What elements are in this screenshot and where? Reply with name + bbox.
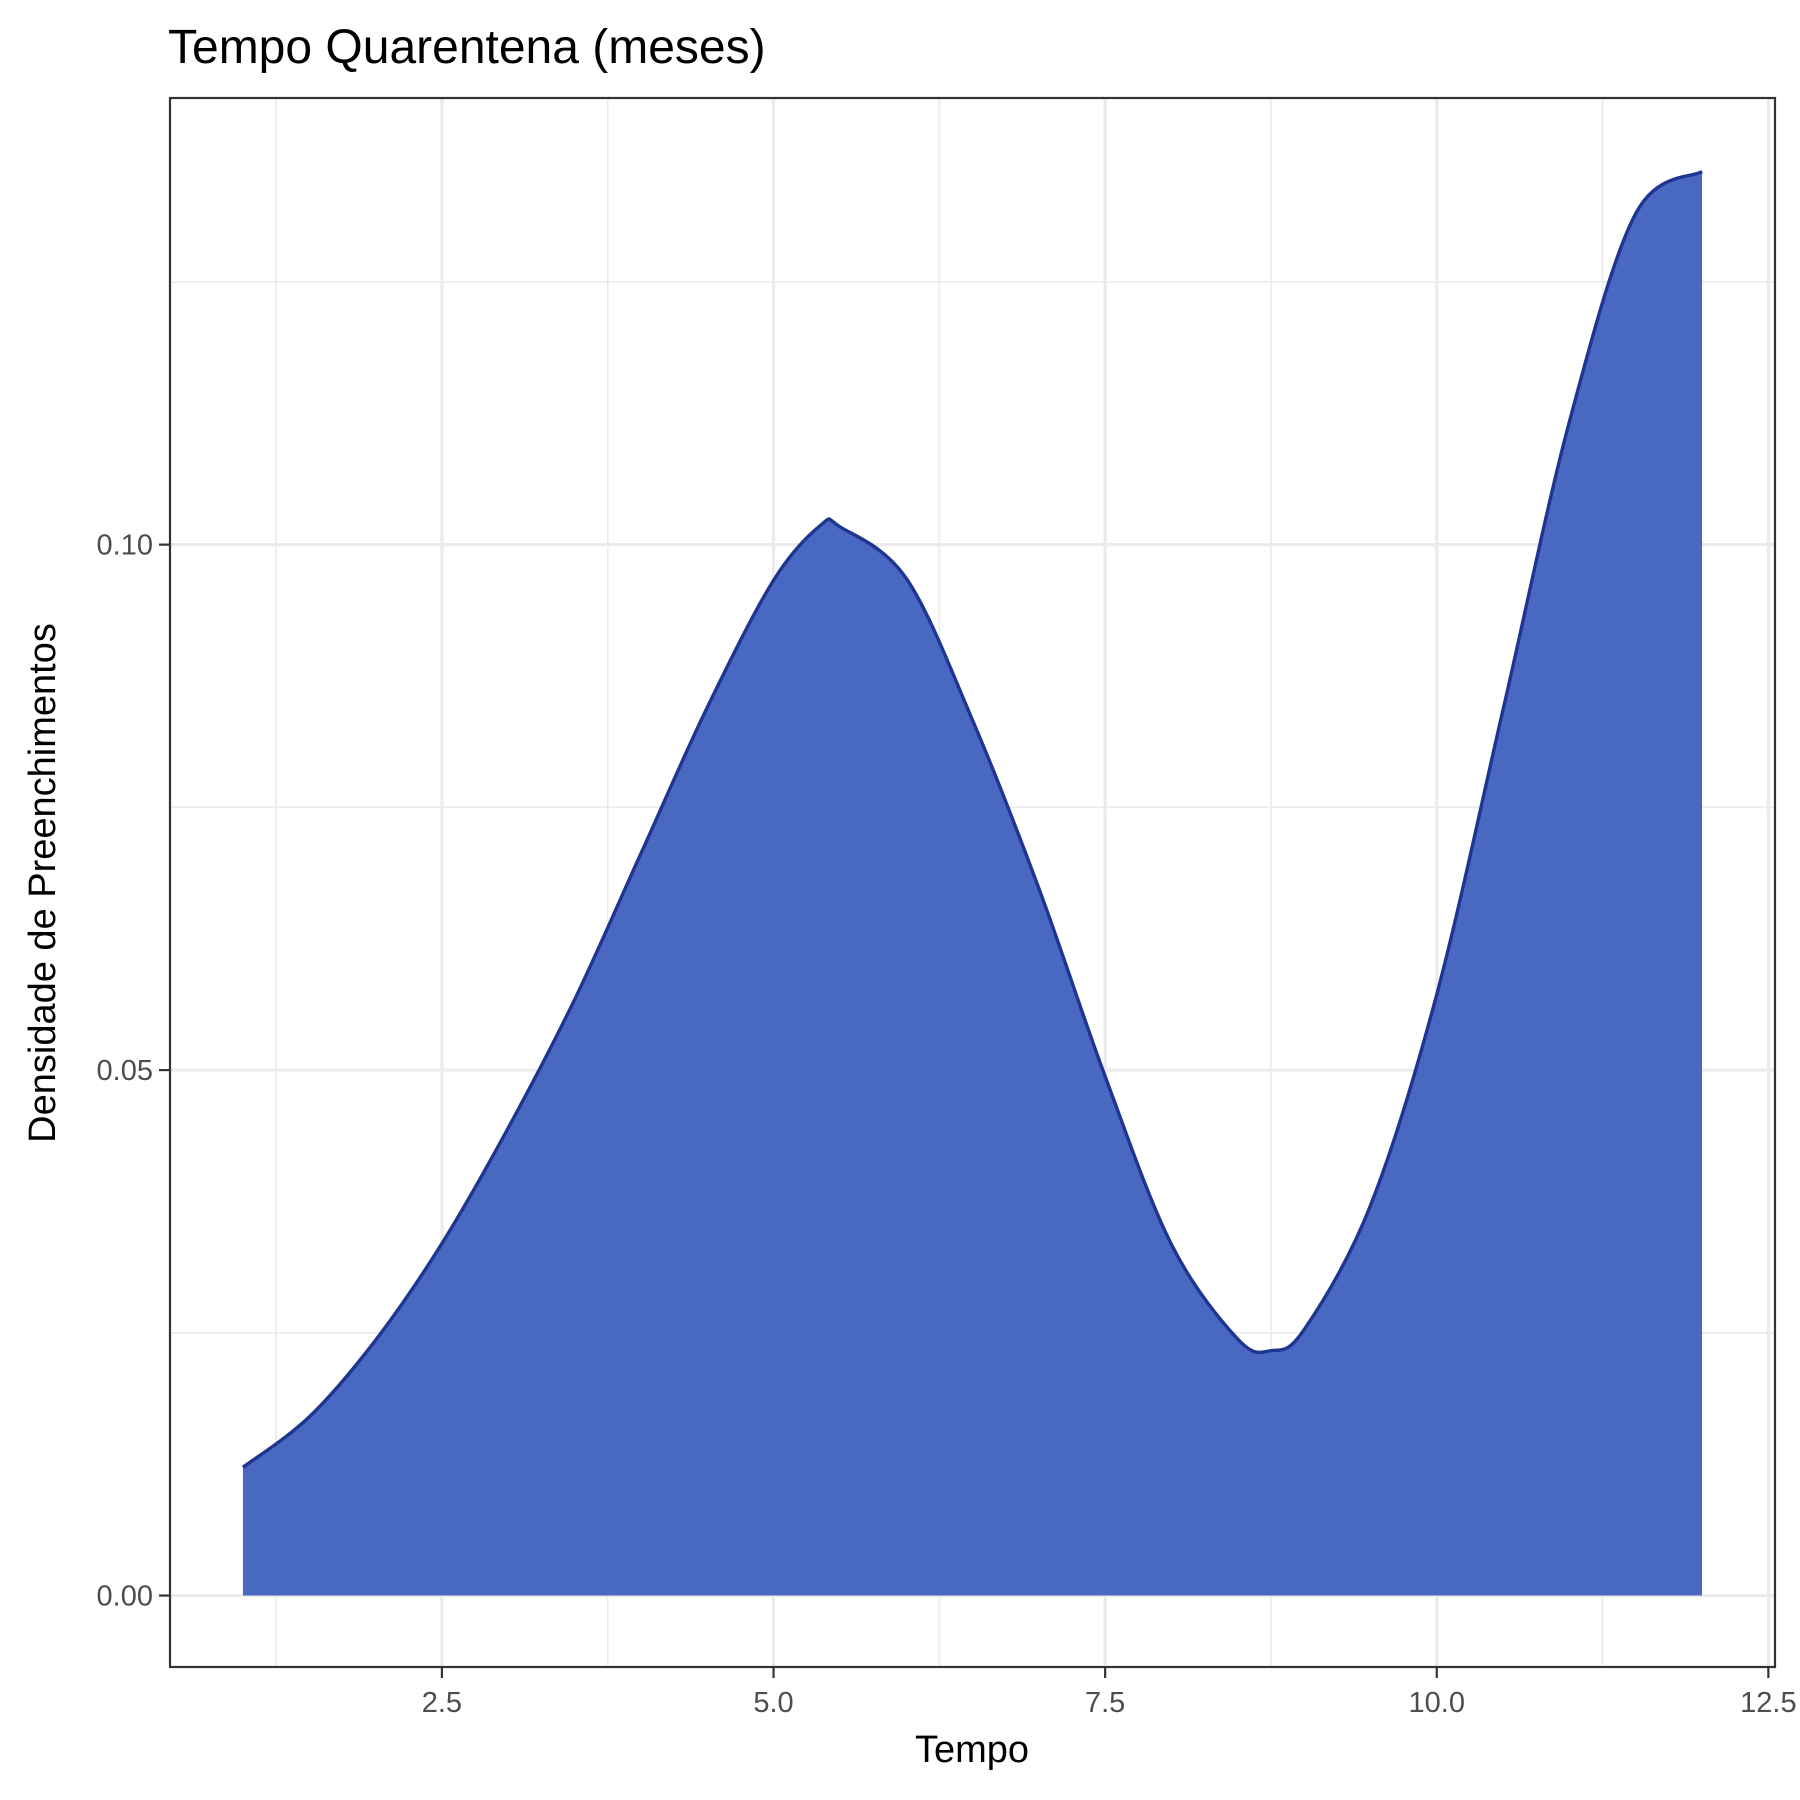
y-tick-label: 0.10 [97, 530, 153, 562]
x-axis-ticks: 2.5 5.0 7.5 10.0 12.5 [422, 1667, 1797, 1719]
y-axis-ticks: 0.00 0.05 0.10 [97, 530, 170, 1613]
density-area [242, 171, 1703, 1596]
x-tick-label: 5.0 [753, 1687, 793, 1719]
y-tick-label: 0.05 [97, 1055, 153, 1087]
y-axis-title: Densidade de Preenchimentos [22, 623, 64, 1143]
x-tick-label: 12.5 [1740, 1687, 1796, 1719]
x-tick-label: 10.0 [1409, 1687, 1465, 1719]
density-curve [241, 170, 1703, 1469]
x-axis-title: Tempo [915, 1729, 1029, 1771]
chart-title: Tempo Quarentena (meses) [168, 21, 766, 74]
panel-border [168, 96, 1777, 1669]
x-tick-label: 2.5 [422, 1687, 462, 1719]
y-tick-label: 0.00 [97, 1581, 153, 1613]
x-tick-label: 7.5 [1085, 1687, 1125, 1719]
